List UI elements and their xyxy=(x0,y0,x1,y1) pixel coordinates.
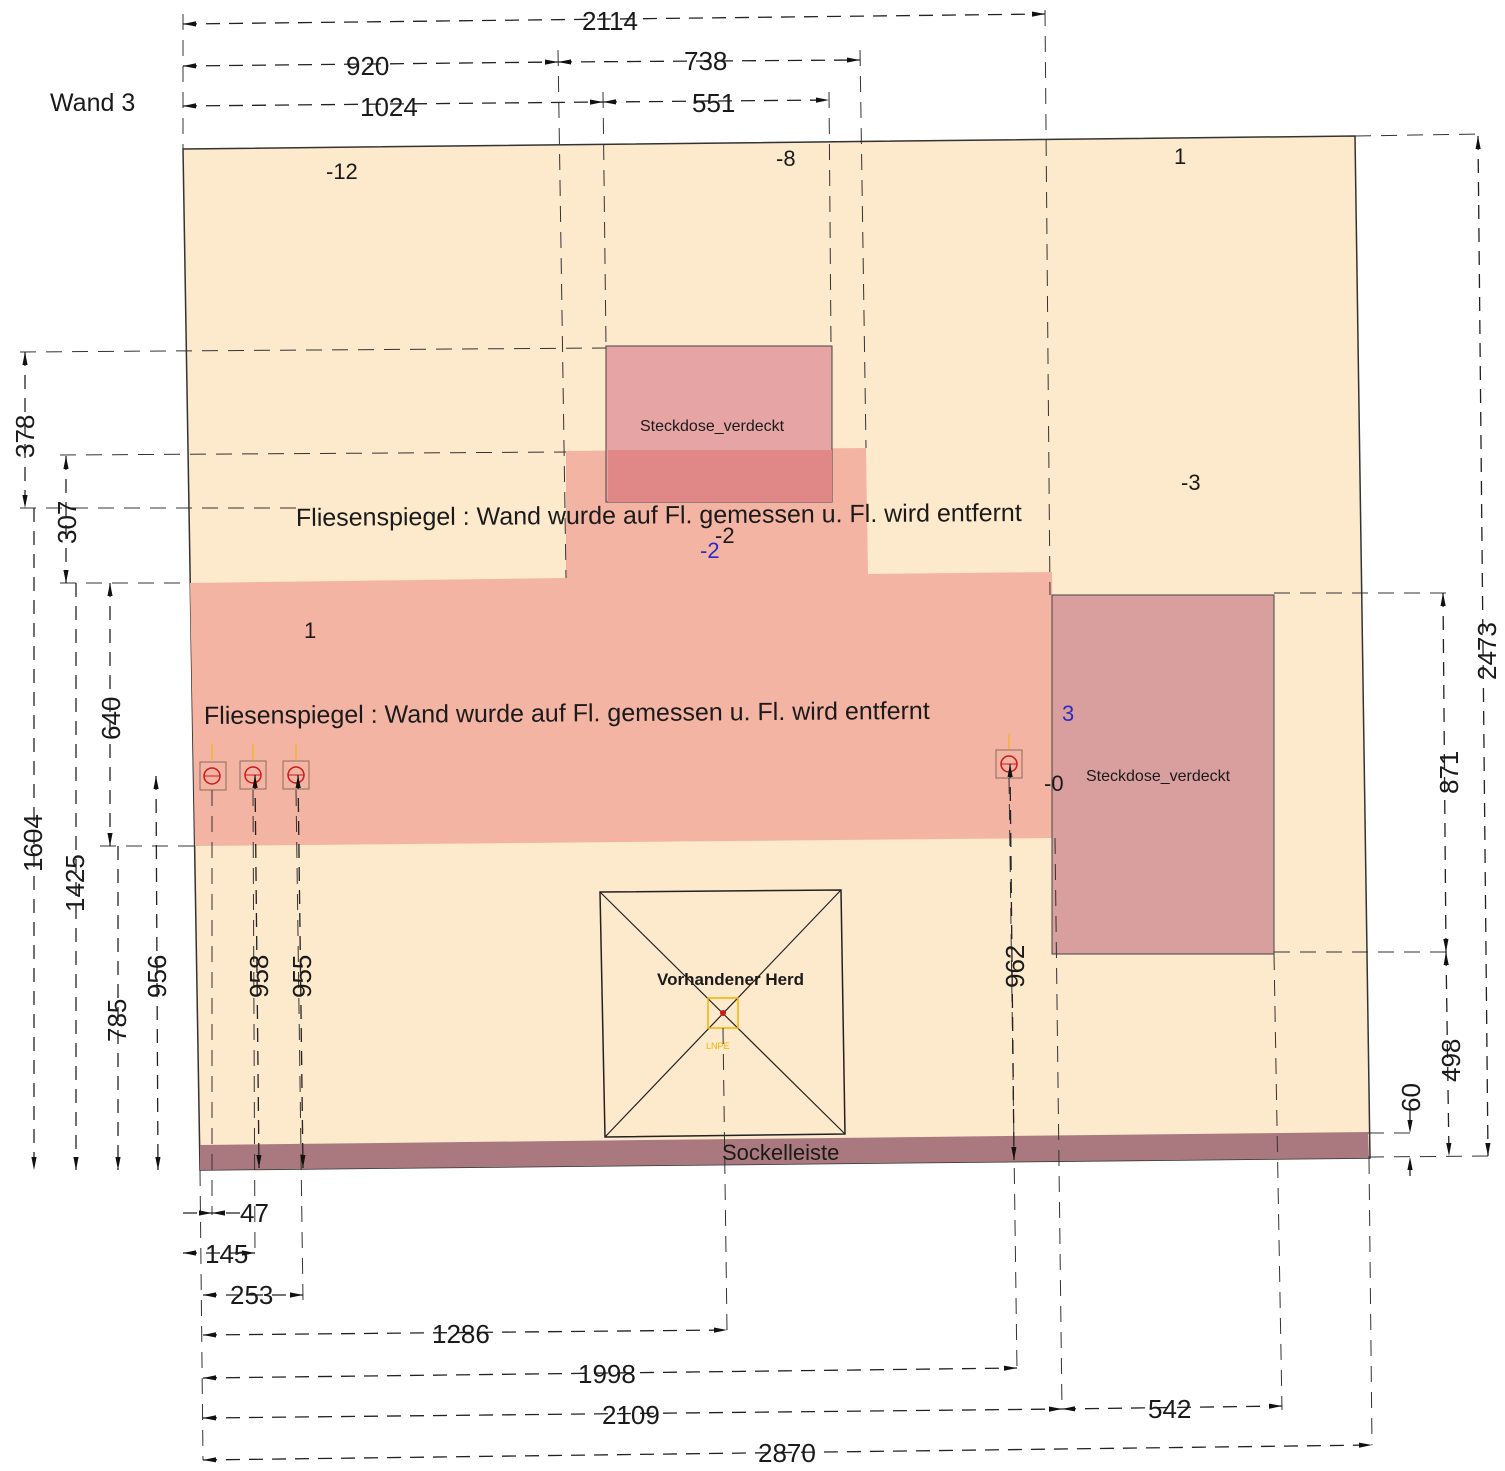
dim-label: 955 xyxy=(287,955,317,998)
dim-label: 958 xyxy=(244,955,274,998)
dim-label: 956 xyxy=(142,955,172,998)
dim-label: 307 xyxy=(52,501,82,544)
dim-label: 1604 xyxy=(18,814,48,872)
dim-label: 542 xyxy=(1148,1394,1191,1424)
dim-label: 785 xyxy=(102,999,132,1042)
baseboard-label: Sockelleiste xyxy=(722,1140,839,1165)
height-mark: -8 xyxy=(776,146,796,171)
stove-sub-label: LNPE xyxy=(706,1041,730,1051)
dim-label: 253 xyxy=(230,1280,273,1310)
socket-overlap-zone xyxy=(608,450,832,502)
tile-mirror-label-lower: Fliesenspiegel : Wand wurde auf Fl. geme… xyxy=(204,697,930,730)
dim-label: 962 xyxy=(1000,945,1030,988)
dim-label: 738 xyxy=(684,46,727,76)
socket-top-label: Steckdose_verdeckt xyxy=(640,418,785,435)
dim-label: 378 xyxy=(10,415,40,458)
dim-label: 1425 xyxy=(60,854,90,912)
outlet-1 xyxy=(199,744,227,791)
dim-label: 2109 xyxy=(602,1400,660,1430)
socket-right-label: Steckdose_verdeckt xyxy=(1086,768,1231,785)
tile-mirror-area xyxy=(190,448,1055,846)
dimension-lines xyxy=(22,11,1491,1463)
dim-label: 498 xyxy=(1436,1039,1466,1082)
dim-label: 2870 xyxy=(758,1438,816,1468)
height-mark: -0 xyxy=(1044,771,1064,796)
dim-label: 640 xyxy=(96,697,126,740)
height-mark: 1 xyxy=(1174,144,1186,169)
wall-title: Wand 3 xyxy=(50,89,135,117)
height-mark: -12 xyxy=(326,159,358,184)
height-mark: 1 xyxy=(304,618,316,643)
dim-label: 871 xyxy=(1434,751,1464,794)
height-mark: -3 xyxy=(1181,470,1201,495)
dim-label: 2114 xyxy=(582,6,638,36)
dim-label: 60 xyxy=(1396,1083,1426,1112)
height-mark: -2 xyxy=(715,523,735,548)
stove-label: Vorhandener Herd xyxy=(657,970,804,989)
dim-label: 47 xyxy=(240,1198,269,1228)
socket-hidden-right xyxy=(1051,594,1275,955)
dim-label: 1286 xyxy=(432,1319,490,1349)
baseboard xyxy=(200,1132,1369,1170)
dim-label: 2473 xyxy=(1472,622,1502,680)
height-mark-blue: -2 xyxy=(700,538,720,563)
height-mark-blue: 3 xyxy=(1062,701,1074,726)
dim-label: 920 xyxy=(346,51,389,81)
dim-label: 145 xyxy=(205,1239,248,1269)
dim-label: 551 xyxy=(692,88,735,118)
tile-mirror-label-upper: Fliesenspiegel : Wand wurde auf Fl. geme… xyxy=(296,499,1022,532)
dim-label: 1024 xyxy=(360,92,418,122)
dim-label: 1998 xyxy=(578,1359,636,1389)
